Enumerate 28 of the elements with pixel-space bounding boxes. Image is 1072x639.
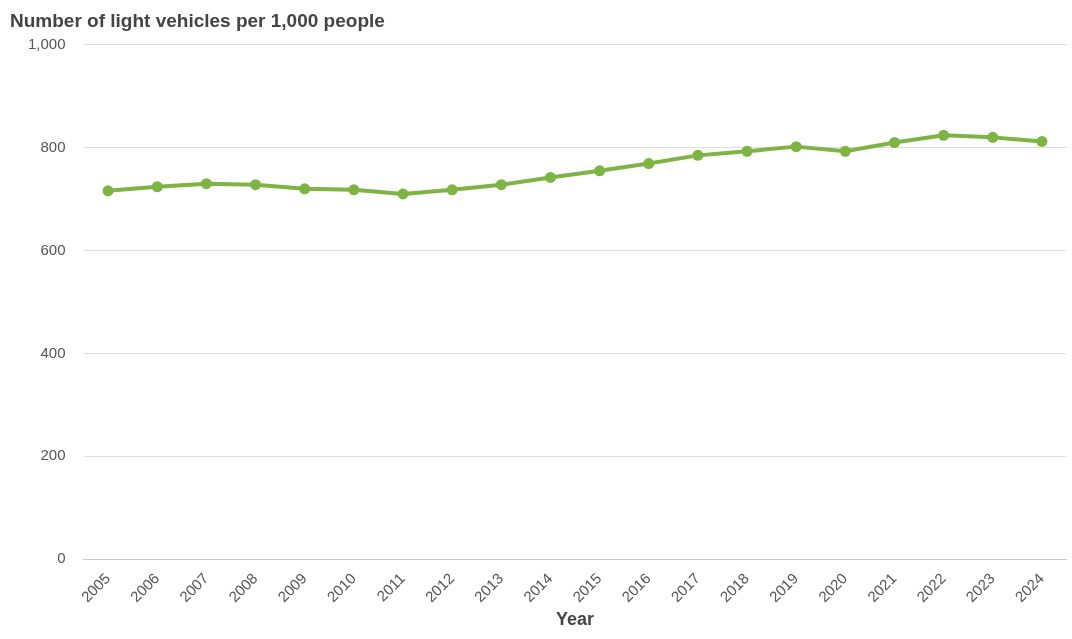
point (1036, 135, 1048, 147)
point (888, 137, 900, 149)
point (495, 179, 507, 191)
point (938, 129, 950, 141)
point (200, 178, 212, 190)
point (839, 145, 851, 157)
point (397, 188, 409, 200)
y-tick-label: 1,000 (27, 34, 66, 52)
point (643, 158, 655, 170)
point (299, 183, 311, 195)
point (692, 149, 704, 161)
chart-title: Number of light vehicles per 1,000 people (10, 9, 385, 31)
point (446, 184, 458, 196)
y-tick-label: 600 (40, 240, 66, 258)
y-tick-label: 0 (57, 549, 66, 567)
y-tick-label: 400 (40, 343, 66, 361)
y-tick-label: 200 (40, 446, 66, 464)
point (544, 171, 556, 183)
point (151, 181, 163, 193)
point (741, 145, 753, 157)
point (594, 165, 606, 177)
y-tick-label: 800 (40, 137, 66, 155)
point (102, 185, 114, 197)
point (790, 141, 802, 153)
point (250, 179, 262, 191)
point (348, 184, 360, 196)
point (987, 131, 999, 143)
x-axis-title: Year (555, 609, 595, 630)
